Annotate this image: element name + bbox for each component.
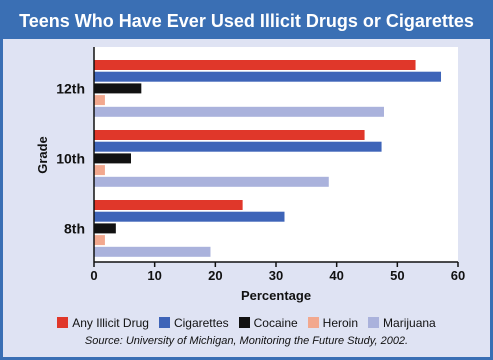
- plot-area: [94, 47, 458, 262]
- bar-12th-cocaine: [94, 83, 142, 94]
- legend-label: Cocaine: [253, 316, 298, 330]
- bar-10th-marijuana: [94, 176, 329, 187]
- bar-8th-any-illicit-drug: [94, 200, 243, 210]
- bar-10th-any-illicit-drug: [94, 130, 365, 140]
- legend-label: Cigarettes: [173, 316, 229, 330]
- x-axis-label: Percentage: [241, 288, 311, 303]
- legend-item: Heroin: [307, 316, 359, 330]
- bar-8th-cocaine: [94, 223, 116, 234]
- bar-12th-heroin: [94, 95, 105, 106]
- legend-swatch: [238, 317, 250, 328]
- bar-10th-cigarettes: [94, 141, 382, 152]
- legend-item: Marijuana: [368, 316, 436, 330]
- y-tick-label: 8th: [64, 220, 85, 236]
- bar-12th-cigarettes: [94, 71, 442, 82]
- bar-10th-cocaine: [94, 153, 132, 164]
- chart-title: Teens Who Have Ever Used Illicit Drugs o…: [3, 3, 490, 39]
- x-tick-label: 30: [269, 268, 283, 283]
- x-tick-label: 50: [390, 268, 404, 283]
- bar-12th-any-illicit-drug: [94, 60, 416, 70]
- legend-label: Marijuana: [383, 316, 436, 330]
- legend-label: Heroin: [322, 316, 359, 330]
- source-note: Source: University of Michigan, Monitori…: [84, 335, 409, 347]
- legend-item: Any Illicit Drug: [57, 316, 149, 330]
- x-tick-label: 40: [329, 268, 343, 283]
- x-tick-label: 0: [90, 268, 97, 283]
- legend-item: Cocaine: [238, 316, 298, 330]
- legend-item: Cigarettes: [158, 316, 229, 330]
- y-axis-label: Grade: [35, 136, 50, 174]
- bar-12th-marijuana: [94, 106, 384, 117]
- y-tick-label: 12th: [56, 80, 85, 96]
- legend-label: Any Illicit Drug: [72, 316, 149, 330]
- y-tick-label: 10th: [56, 150, 85, 166]
- x-tick-label: 10: [147, 268, 161, 283]
- bar-10th-heroin: [94, 165, 105, 176]
- bar-8th-heroin: [94, 235, 105, 246]
- legend-swatch: [158, 317, 170, 328]
- legend-swatch: [307, 317, 319, 328]
- x-tick-label: 20: [208, 268, 222, 283]
- bar-8th-marijuana: [94, 246, 211, 257]
- legend-swatch: [57, 317, 69, 328]
- legend-swatch: [368, 317, 380, 328]
- legend: Any Illicit Drug Cigarettes Cocaine Heroin M…: [0, 316, 493, 330]
- x-tick-label: 60: [451, 268, 465, 283]
- bar-8th-cigarettes: [94, 211, 285, 222]
